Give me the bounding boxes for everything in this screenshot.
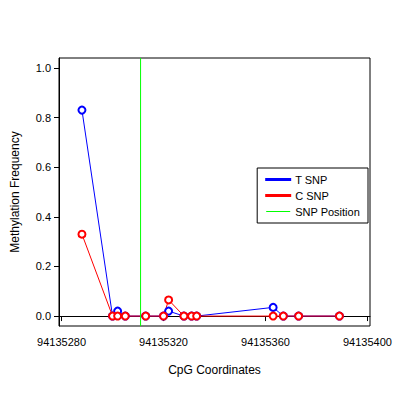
svg-text:0.2: 0.2 [36,260,51,272]
svg-text:94135280: 94135280 [37,336,86,348]
svg-text:Methylation Frequency: Methylation Frequency [8,131,22,252]
svg-text:94135320: 94135320 [139,336,188,348]
svg-text:C SNP: C SNP [295,190,329,202]
svg-text:94135360: 94135360 [241,336,290,348]
svg-text:1.0: 1.0 [36,62,51,74]
svg-text:0.6: 0.6 [36,161,51,173]
svg-text:0.0: 0.0 [36,310,51,322]
svg-text:0.8: 0.8 [36,112,51,124]
svg-text:SNP Position: SNP Position [295,206,360,218]
svg-text:CpG Coordinates: CpG Coordinates [168,363,261,377]
svg-text:0.4: 0.4 [36,211,51,223]
svg-text:94135400: 94135400 [343,336,392,348]
svg-text:T SNP: T SNP [295,174,327,186]
